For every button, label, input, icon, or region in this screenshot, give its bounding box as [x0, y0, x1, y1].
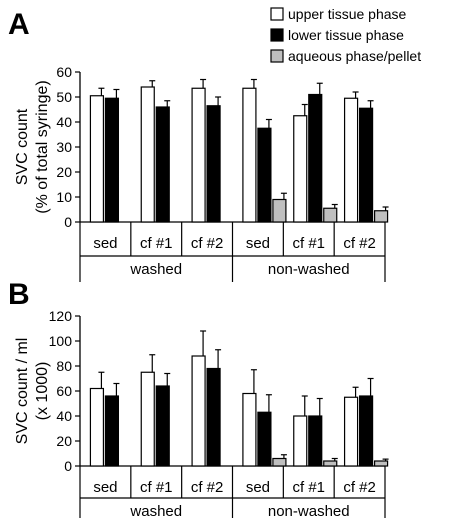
chart-panel-b: B SVC count / ml (x 1000) 0 20 40 60 80 100 120 se…: [8, 278, 389, 518]
bar: [272, 198, 287, 223]
bar: [89, 387, 105, 467]
x-tick-label: cf #1: [140, 479, 173, 496]
bar: [308, 415, 323, 467]
x-tick-label: cf #2: [343, 479, 376, 496]
bar: [358, 107, 374, 223]
bar: [104, 395, 120, 467]
bar: [155, 106, 170, 223]
y-tick-label: 80: [56, 358, 72, 374]
y-axis-subtitle: (x 1000): [34, 362, 51, 421]
bar: [206, 367, 221, 467]
bar: [272, 457, 287, 467]
y-tick-label: 100: [49, 333, 73, 349]
legend-swatch: [270, 28, 284, 42]
chart-panel-a: A SVC count (% of total syringe) 0 10 20 30 40 5…: [8, 8, 389, 282]
bar: [373, 460, 389, 467]
bar: [343, 97, 359, 223]
y-tick-label: 30: [56, 139, 72, 155]
bar: [257, 127, 272, 223]
bar: [358, 395, 374, 467]
panel-letter: A: [8, 8, 30, 41]
bar: [242, 87, 257, 223]
y-tick-label: 20: [56, 164, 72, 180]
bar: [191, 355, 206, 467]
y-tick-label: 50: [56, 89, 72, 105]
group-label: non-washed: [268, 503, 350, 518]
y-tick-label: 10: [56, 189, 72, 205]
panel-letter: B: [8, 278, 30, 311]
legend-label: upper tissue phase: [288, 6, 407, 22]
x-tick-label: cf #2: [191, 235, 224, 252]
group-label: washed: [129, 503, 182, 518]
y-tick-label: 60: [56, 64, 72, 80]
bar: [155, 385, 170, 467]
group-label: non-washed: [268, 261, 350, 278]
x-tick-label: cf #2: [191, 479, 224, 496]
y-tick-label: 40: [56, 114, 72, 130]
y-axis-title: SVC count: [14, 108, 31, 185]
bar: [293, 115, 308, 223]
y-tick-label: 60: [56, 383, 72, 399]
legend-swatch: [270, 49, 284, 63]
y-tick-label: 20: [56, 433, 72, 449]
bar: [191, 87, 206, 223]
bar: [323, 460, 338, 467]
bar: [140, 86, 155, 223]
y-tick-label: 120: [49, 308, 73, 324]
y-tick-label: 0: [64, 458, 72, 474]
bar: [140, 371, 155, 467]
bar: [308, 93, 323, 223]
bar: [104, 97, 120, 223]
y-axis-title: SVC count / ml: [14, 338, 31, 445]
bar: [293, 415, 308, 467]
bar: [373, 210, 389, 223]
bar: [257, 411, 272, 467]
y-tick-label: 40: [56, 408, 72, 424]
x-tick-label: sed: [246, 235, 270, 252]
legend: upper tissue phase lower tissue phase aque…: [270, 6, 421, 64]
x-tick-label: cf #1: [140, 235, 173, 252]
x-tick-label: sed: [93, 479, 117, 496]
y-tick-label: 0: [64, 214, 72, 230]
bar: [89, 95, 105, 223]
bar: [323, 207, 338, 223]
x-tick-label: sed: [93, 235, 117, 252]
bar: [343, 396, 359, 467]
y-axis-subtitle: (% of total syringe): [34, 80, 51, 213]
legend-label: lower tissue phase: [288, 27, 404, 43]
bar: [206, 105, 221, 223]
x-tick-label: cf #1: [292, 479, 325, 496]
x-tick-label: sed: [246, 479, 270, 496]
group-label: washed: [129, 261, 182, 278]
legend-label: aqueous phase/pellet: [288, 48, 421, 64]
legend-swatch: [270, 7, 284, 21]
x-tick-label: cf #1: [292, 235, 325, 252]
bar: [242, 392, 257, 467]
x-tick-label: cf #2: [343, 235, 376, 252]
